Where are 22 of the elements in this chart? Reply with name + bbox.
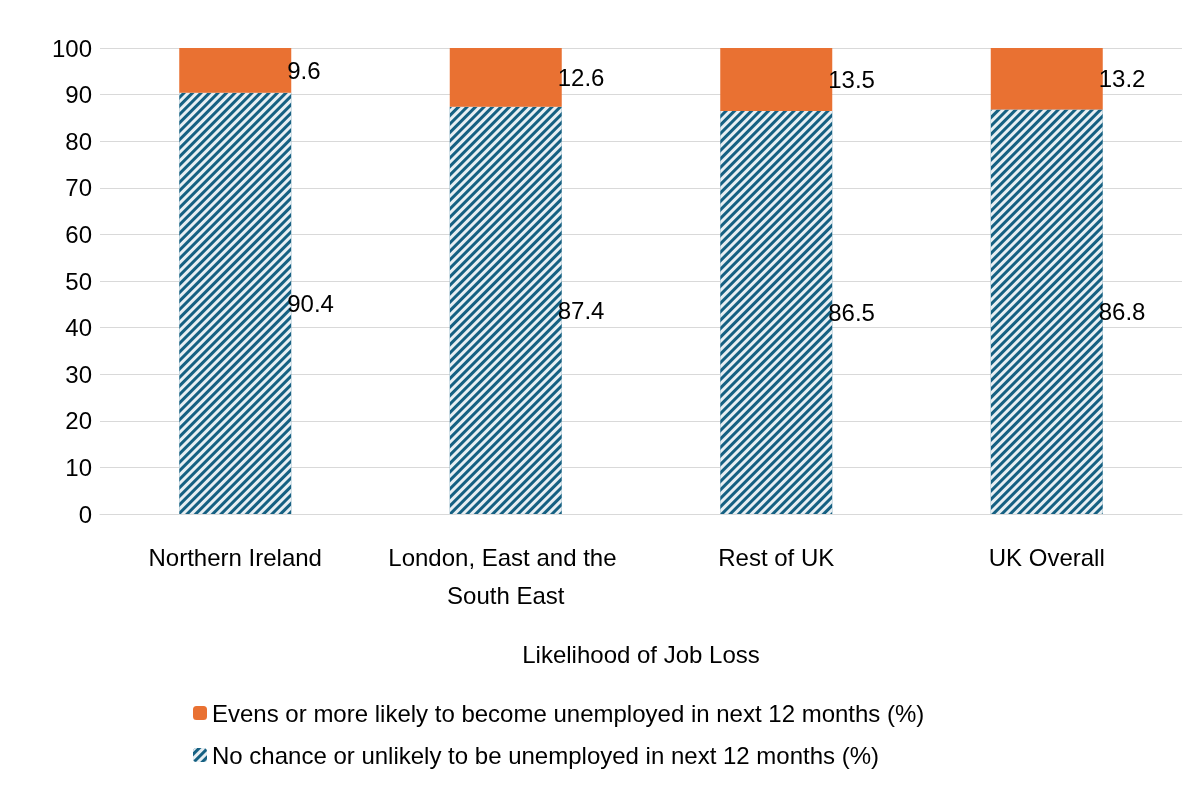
- y-tick-label: 60: [65, 220, 92, 248]
- data-label: 86.8: [1098, 298, 1146, 326]
- data-label: 86.5: [828, 298, 875, 326]
- y-tick-label: 20: [65, 407, 92, 435]
- data-label: 87.4: [557, 296, 605, 324]
- legend-label: No chance or unlikely to be unemployed in next 12 months (%): [212, 741, 880, 769]
- y-tick-label: 80: [65, 127, 92, 155]
- y-tick-label: 0: [78, 500, 92, 528]
- y-tick-label: 90: [65, 81, 92, 109]
- y-tick-label: 40: [65, 314, 92, 342]
- x-tick-label: Northern Ireland: [148, 543, 322, 571]
- x-tick-label: UK Overall: [988, 543, 1105, 571]
- x-tick-label: London, East and the South East: [388, 543, 624, 609]
- y-tick-label: 10: [65, 453, 92, 481]
- y-tick-label: 30: [65, 360, 92, 388]
- data-label: 90.4: [287, 289, 334, 317]
- legend-label: Evens or more likely to become unemployed in next 12 months (%): [212, 699, 925, 727]
- y-tick-label: 50: [65, 267, 92, 295]
- x-tick-label: Rest of UK: [718, 543, 835, 571]
- y-tick-label: 100: [51, 34, 92, 62]
- x-axis-title: Likelihood of Job Loss: [522, 640, 760, 668]
- y-tick-label: 70: [65, 174, 92, 202]
